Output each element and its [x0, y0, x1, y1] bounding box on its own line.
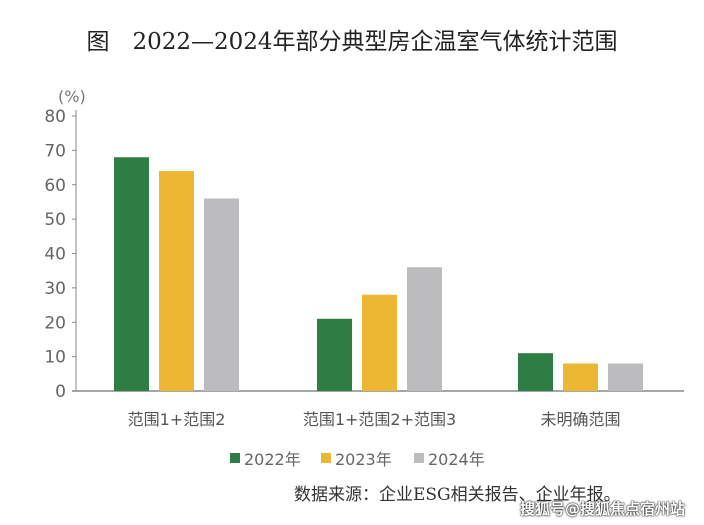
- legend-swatch: [321, 453, 331, 463]
- y-tick-label: 0: [55, 382, 66, 402]
- y-tick-label: 60: [44, 176, 66, 196]
- y-tick-label: 20: [44, 313, 66, 333]
- y-tick-label: 80: [44, 107, 66, 127]
- x-tick-label: 范围1+范围2: [128, 410, 226, 429]
- y-tick-label: 30: [44, 279, 66, 299]
- y-tick-label: 70: [44, 141, 66, 161]
- y-tick-label: 10: [44, 348, 66, 368]
- legend-label: 2022年: [244, 450, 301, 469]
- bar-2024年-2: [608, 363, 643, 391]
- legend-swatch: [414, 453, 424, 463]
- bar-2023年-1: [362, 294, 397, 391]
- legend-swatch: [230, 453, 240, 463]
- watermark: 搜狐号@搜狐焦点宿州站: [520, 500, 686, 518]
- y-axis-label: (%): [58, 87, 86, 106]
- bar-2024年-1: [407, 267, 442, 391]
- bar-2023年-2: [563, 363, 598, 391]
- bar-2024年-0: [204, 198, 239, 391]
- x-tick-label: 范围1+范围2+范围3: [303, 410, 456, 429]
- bar-2022年-0: [114, 157, 149, 391]
- x-tick-label: 未明确范围: [540, 410, 620, 429]
- legend-label: 2024年: [428, 450, 485, 469]
- bar-2022年-1: [317, 318, 352, 391]
- legend-label: 2023年: [335, 450, 392, 469]
- y-tick-label: 40: [44, 245, 66, 265]
- bar-2022年-2: [518, 353, 553, 391]
- bar-2023年-0: [159, 171, 194, 391]
- data-source: 数据来源：企业ESG相关报告、企业年报。: [294, 485, 621, 505]
- chart-title: 图 2022—2024年部分典型房企温室气体统计范围: [86, 29, 618, 55]
- y-tick-label: 50: [44, 210, 66, 230]
